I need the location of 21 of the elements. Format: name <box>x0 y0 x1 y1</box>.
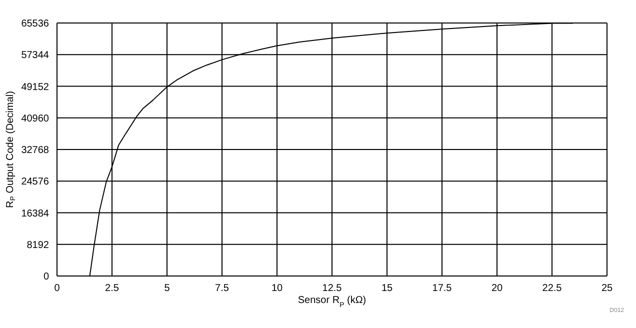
y-tick-label: 16384 <box>21 208 50 220</box>
x-tick-label: 20 <box>491 283 503 294</box>
x-tick-label: 5 <box>164 283 170 294</box>
x-tick-label: 12.5 <box>322 283 342 294</box>
x-tick-label: 25 <box>601 283 613 294</box>
x-tick-label: 15 <box>381 283 393 294</box>
x-tick-label: 10 <box>271 283 283 294</box>
y-tick-label: 65536 <box>21 18 50 30</box>
y-tick-label: 49152 <box>21 82 50 93</box>
y-tick-label: 40960 <box>21 113 50 124</box>
x-tick-label: 22.5 <box>542 283 562 294</box>
x-tick-label: 7.5 <box>215 283 230 294</box>
x-tick-label: 2.5 <box>105 283 120 294</box>
x-tick-label: 17.5 <box>432 283 452 294</box>
y-tick-label: 0 <box>43 272 50 283</box>
y-tick-label: 24576 <box>21 176 50 188</box>
x-axis-title: Sensor R$_{P}$ (kΩ) <box>298 295 366 308</box>
x-tick-label: 0 <box>54 283 60 294</box>
y-tick-label: 32768 <box>21 145 50 156</box>
y-tick-label: 8192 <box>26 240 50 251</box>
y-tick-label: 57344 <box>21 50 50 62</box>
